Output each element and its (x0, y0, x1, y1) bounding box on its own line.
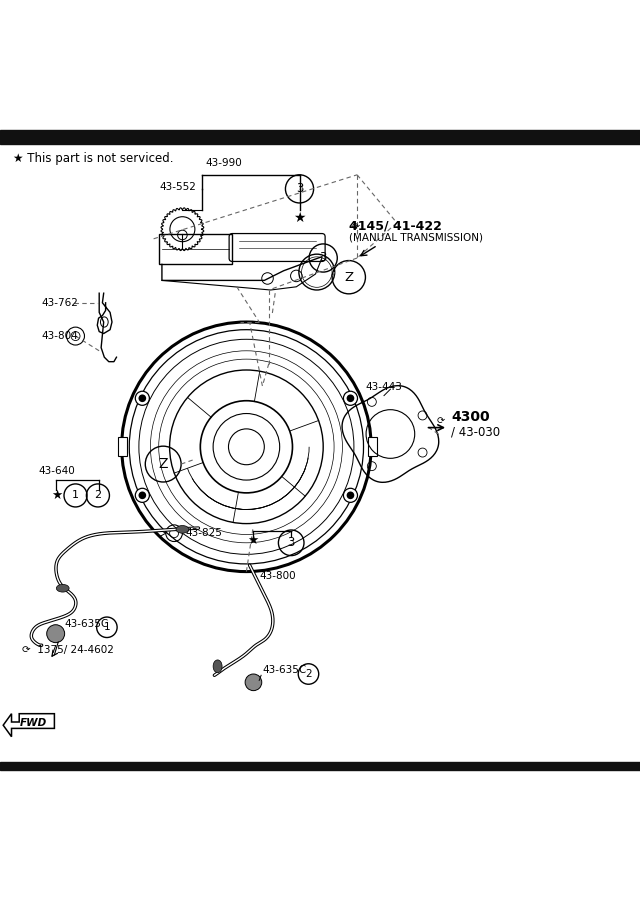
Text: 3: 3 (319, 251, 327, 265)
Text: ★: ★ (247, 535, 259, 547)
Text: 2: 2 (94, 491, 102, 500)
Text: Z: Z (159, 457, 168, 471)
Text: 43-635C: 43-635C (64, 618, 108, 628)
Text: 3: 3 (296, 183, 303, 195)
Bar (0, 762, 640, 770)
Ellipse shape (213, 660, 222, 672)
Text: 43-762: 43-762 (42, 298, 79, 308)
Text: 2: 2 (305, 669, 312, 679)
Circle shape (347, 491, 355, 500)
Circle shape (47, 625, 65, 643)
Bar (368, 437, 377, 456)
Text: Z: Z (344, 271, 353, 284)
Circle shape (245, 674, 262, 690)
Text: 43-443: 43-443 (365, 382, 403, 392)
Bar (118, 437, 127, 456)
Ellipse shape (176, 526, 189, 533)
Text: FWD: FWD (20, 717, 47, 727)
Text: ★: ★ (293, 212, 306, 225)
Text: 43-640: 43-640 (38, 465, 75, 475)
Circle shape (344, 489, 358, 502)
Text: (MANUAL TRANSMISSION): (MANUAL TRANSMISSION) (349, 233, 483, 243)
Bar (159, 234, 232, 265)
Text: 43-804: 43-804 (42, 331, 78, 341)
Text: / 43-030: / 43-030 (451, 426, 500, 438)
Text: 43-990: 43-990 (205, 158, 243, 168)
Circle shape (138, 491, 146, 500)
Text: 43-552: 43-552 (159, 182, 196, 192)
Text: 4145/ 41-422: 4145/ 41-422 (349, 220, 442, 232)
Text: ★ This part is not serviced.: ★ This part is not serviced. (13, 152, 173, 166)
Text: 43-800: 43-800 (259, 571, 296, 581)
Bar (0, 130, 640, 144)
Circle shape (135, 392, 149, 405)
Text: 43-635C: 43-635C (262, 665, 307, 675)
Text: ⟳  1375/ 24-4602: ⟳ 1375/ 24-4602 (22, 644, 115, 654)
Text: 1: 1 (104, 622, 110, 633)
Text: 43-825: 43-825 (186, 528, 223, 538)
Text: ★: ★ (51, 489, 63, 502)
Text: ⟳: ⟳ (351, 222, 359, 232)
Text: ⟳: ⟳ (436, 416, 444, 427)
Circle shape (135, 489, 149, 502)
Text: 3: 3 (287, 536, 295, 549)
Ellipse shape (56, 584, 69, 592)
Text: 4300: 4300 (451, 410, 490, 424)
Text: 1: 1 (72, 491, 79, 500)
Circle shape (347, 394, 355, 402)
Circle shape (138, 394, 146, 402)
Circle shape (344, 392, 358, 405)
